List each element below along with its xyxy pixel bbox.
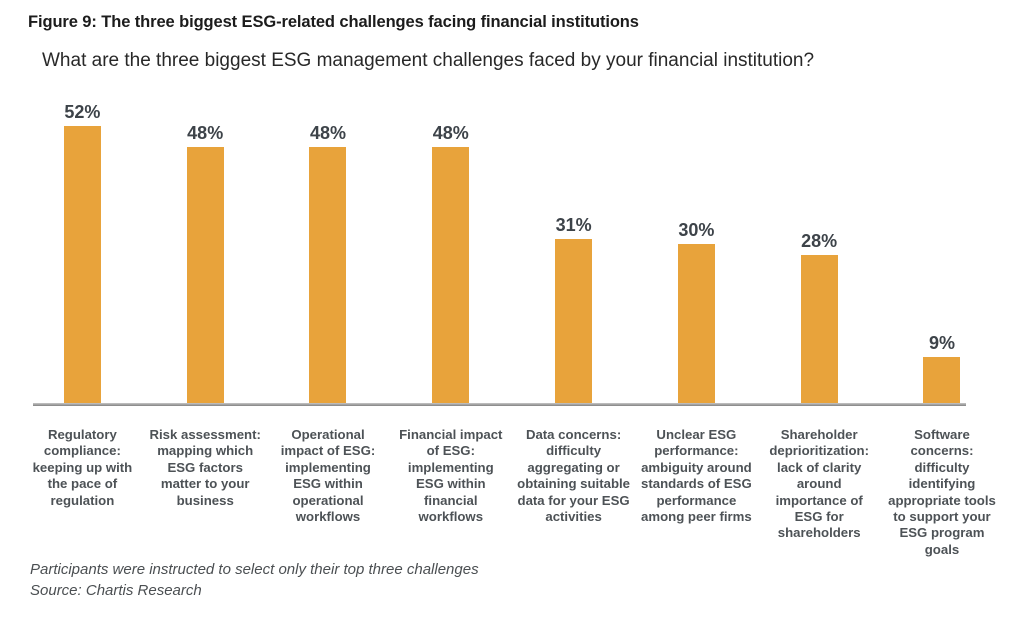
- bar-category-label: Risk assessment: mapping which ESG facto…: [149, 427, 261, 508]
- bar-column: 31%: [512, 215, 635, 405]
- bar-column: 28%: [758, 231, 881, 405]
- bar-value-label: 48%: [432, 123, 469, 143]
- x-axis-line: [33, 403, 966, 406]
- source-credit: Source: Chartis Research: [30, 582, 202, 599]
- bar-column: 30%: [635, 220, 758, 405]
- bar-column: 52%: [21, 102, 144, 405]
- bar-category-label: Regulatory compliance: keeping up with t…: [32, 427, 133, 508]
- bar: [63, 126, 101, 405]
- bar-column: 48%: [144, 123, 267, 405]
- bar: [677, 244, 715, 405]
- bar: [309, 147, 347, 405]
- bar-value-label: 52%: [64, 102, 101, 122]
- bar-category-label: Shareholder deprioritization: lack of cl…: [769, 427, 869, 541]
- bar-column: 48%: [267, 123, 390, 405]
- bar-value-label: 48%: [187, 123, 224, 143]
- bar-value-label: 30%: [678, 220, 715, 240]
- bar-value-label: 31%: [555, 215, 592, 235]
- bar-category-label: Software concerns: difficulty identifyin…: [888, 427, 996, 557]
- footnote: Participants were instructed to select o…: [30, 561, 479, 578]
- bar-column: 9%: [881, 333, 1004, 405]
- bar-category-label: Financial impact of ESG: implementing ES…: [399, 427, 503, 525]
- esg-challenges-bar-chart: 52% 48% 48% 48% 31% 30% 28% 9% Regulatory compl…: [21, 98, 1003, 558]
- bar-category-label: Operational impact of ESG: implementing …: [280, 427, 376, 525]
- bar: [555, 239, 593, 405]
- bar-value-label: 48%: [309, 123, 346, 143]
- bar: [186, 147, 224, 405]
- category-labels-row: Regulatory compliance: keeping up with t…: [21, 427, 1003, 558]
- bar-category-label: Unclear ESG performance: ambiguity aroun…: [641, 427, 752, 525]
- bar-category-label: Data concerns: difficulty aggregating or…: [517, 427, 630, 525]
- bar: [432, 147, 470, 405]
- bar: [923, 357, 961, 405]
- survey-question: What are the three biggest ESG managemen…: [42, 50, 815, 71]
- bar-value-label: 9%: [928, 333, 955, 353]
- bar-column: 48%: [389, 123, 512, 405]
- figure-title: Figure 9: The three biggest ESG-related …: [28, 13, 639, 31]
- bar: [800, 255, 838, 405]
- bars-row: 52% 48% 48% 48% 31% 30% 28% 9%: [21, 98, 1003, 405]
- bar-value-label: 28%: [801, 231, 838, 251]
